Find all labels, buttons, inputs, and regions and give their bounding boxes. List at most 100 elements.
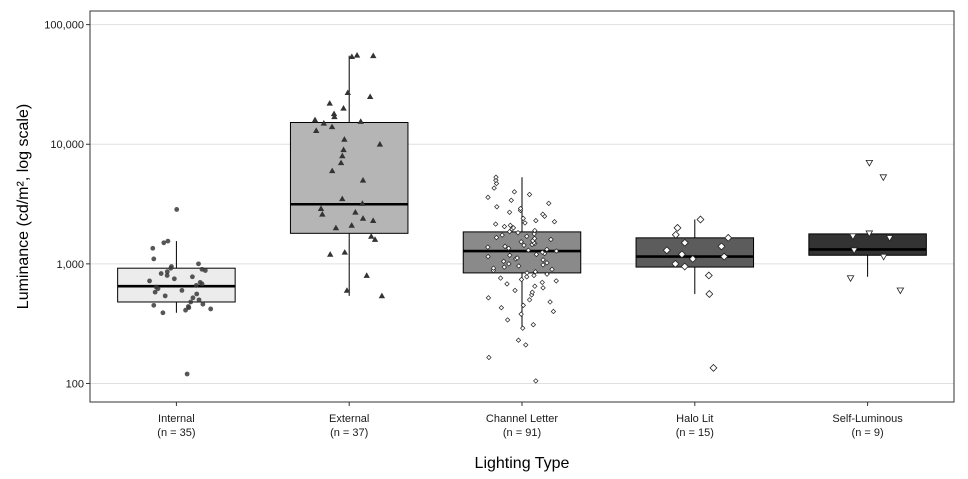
data-point [158, 271, 164, 276]
grid-lines [90, 24, 954, 384]
data-point [164, 269, 170, 275]
x-axis-title: Lighting Type [475, 455, 570, 472]
data-point [376, 141, 384, 147]
data-point [539, 249, 546, 255]
data-point [532, 283, 538, 289]
data-point [165, 238, 171, 244]
data-point [184, 371, 190, 377]
data-point [505, 245, 512, 251]
data-point [169, 264, 174, 269]
data-point [331, 113, 338, 120]
data-point [330, 110, 338, 117]
data-point [326, 100, 333, 106]
data-point [151, 256, 157, 262]
data-point [520, 302, 527, 309]
data-point [518, 239, 524, 245]
data-point [515, 230, 521, 236]
data-point [533, 251, 540, 258]
data-point [337, 159, 345, 166]
data-point [546, 200, 552, 207]
data-point [311, 116, 319, 123]
data-point [179, 287, 185, 293]
data-point [344, 89, 351, 96]
data-point [499, 232, 505, 238]
data-point [671, 230, 680, 239]
data-point [494, 204, 500, 210]
data-point [696, 215, 705, 224]
y-tick-label: 100,000 [44, 20, 84, 32]
data-point [522, 220, 528, 226]
data-point [530, 322, 537, 328]
y-axis-title: Luminance (cd/m², log scale) [15, 104, 32, 309]
data-point [369, 217, 377, 223]
data-point [493, 234, 500, 241]
data-point [194, 291, 200, 297]
data-point [512, 287, 518, 294]
y-tick-label: 1,000 [56, 259, 84, 271]
data-point [544, 246, 550, 253]
y-axis: 100 1,000 10,000 100,000 [44, 20, 90, 390]
data-point [161, 240, 167, 246]
data-point [531, 272, 537, 279]
x-tick-count: (n = 35) [157, 427, 195, 439]
data-point [313, 127, 320, 134]
data-point [532, 227, 538, 234]
x-tick-label: Self-Luminous [832, 413, 903, 425]
data-point [491, 185, 497, 191]
data-point [501, 223, 508, 230]
data-point [514, 255, 520, 261]
data-point [524, 270, 530, 276]
data-point [363, 272, 370, 278]
data-point [339, 195, 346, 202]
data-point [544, 271, 550, 277]
data-point [341, 249, 348, 255]
data-point [197, 279, 203, 285]
data-point [521, 242, 527, 248]
data-point [518, 276, 525, 283]
data-point [378, 292, 386, 299]
box [635, 237, 755, 268]
data-point [540, 257, 546, 263]
data-point [340, 146, 347, 153]
data-point [849, 233, 857, 241]
data-point [183, 307, 188, 313]
data-point [188, 299, 194, 305]
data-point [551, 219, 558, 225]
data-point [343, 287, 351, 293]
data-point [524, 274, 530, 280]
data-point [341, 136, 348, 142]
data-point [189, 274, 195, 280]
data-point [850, 247, 859, 255]
data-point [553, 278, 559, 284]
data-point [348, 53, 356, 60]
data-point [540, 285, 546, 291]
data-point [550, 308, 557, 315]
data-point [524, 233, 530, 239]
data-point [366, 93, 374, 100]
data-point [520, 215, 526, 222]
data-point [329, 167, 336, 174]
data-point [507, 222, 514, 229]
y-tick-label: 10,000 [50, 139, 84, 151]
data-point [368, 233, 375, 239]
data-point [724, 233, 733, 242]
data-point [504, 317, 511, 323]
data-point [370, 52, 377, 59]
data-point [516, 263, 522, 269]
data-point [493, 177, 499, 183]
data-point [320, 119, 328, 126]
data-point [704, 271, 713, 280]
data-point [709, 363, 718, 372]
data-point [208, 306, 214, 312]
data-point [520, 325, 526, 331]
data-point [518, 311, 524, 317]
data-point [502, 243, 508, 250]
data-point [688, 254, 697, 263]
data-point [500, 258, 507, 265]
data-point [171, 276, 177, 282]
data-point [328, 123, 336, 130]
data-point [517, 205, 524, 212]
data-point [539, 279, 545, 286]
data-point [677, 250, 686, 259]
data-point [152, 289, 158, 295]
